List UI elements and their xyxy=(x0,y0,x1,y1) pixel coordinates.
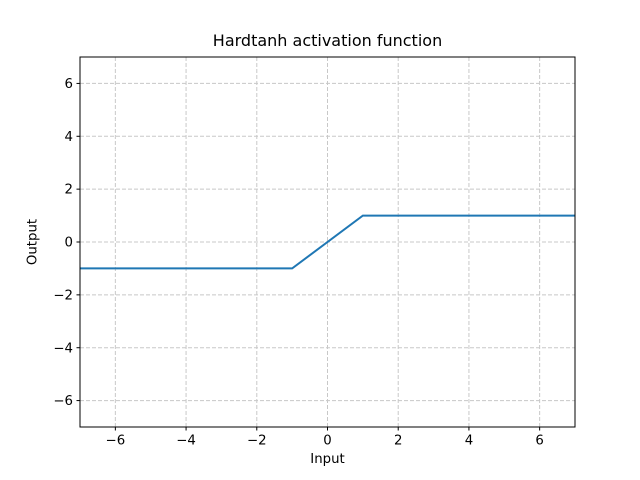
y-tick-label: −4 xyxy=(53,341,73,356)
x-tick-label: 4 xyxy=(465,434,473,449)
x-tick-label: 2 xyxy=(394,434,402,449)
x-tick-label: −2 xyxy=(247,434,267,449)
series-line-hardtanh xyxy=(80,214,575,270)
y-tick-label: 6 xyxy=(65,77,73,92)
x-tick-label: −6 xyxy=(106,434,126,449)
chart-title: Hardtanh activation function xyxy=(212,31,443,50)
x-tick-label: −4 xyxy=(176,434,196,449)
y-tick-label: −2 xyxy=(53,288,73,303)
y-tick-label: 4 xyxy=(65,130,73,145)
x-tick-label: 6 xyxy=(535,434,543,449)
x-axis-label: Input xyxy=(310,452,345,467)
y-tick-label: 0 xyxy=(65,236,73,251)
x-tick-label: 0 xyxy=(323,434,331,449)
y-tick-label: −6 xyxy=(53,394,73,409)
y-tick-label: 2 xyxy=(65,183,73,198)
